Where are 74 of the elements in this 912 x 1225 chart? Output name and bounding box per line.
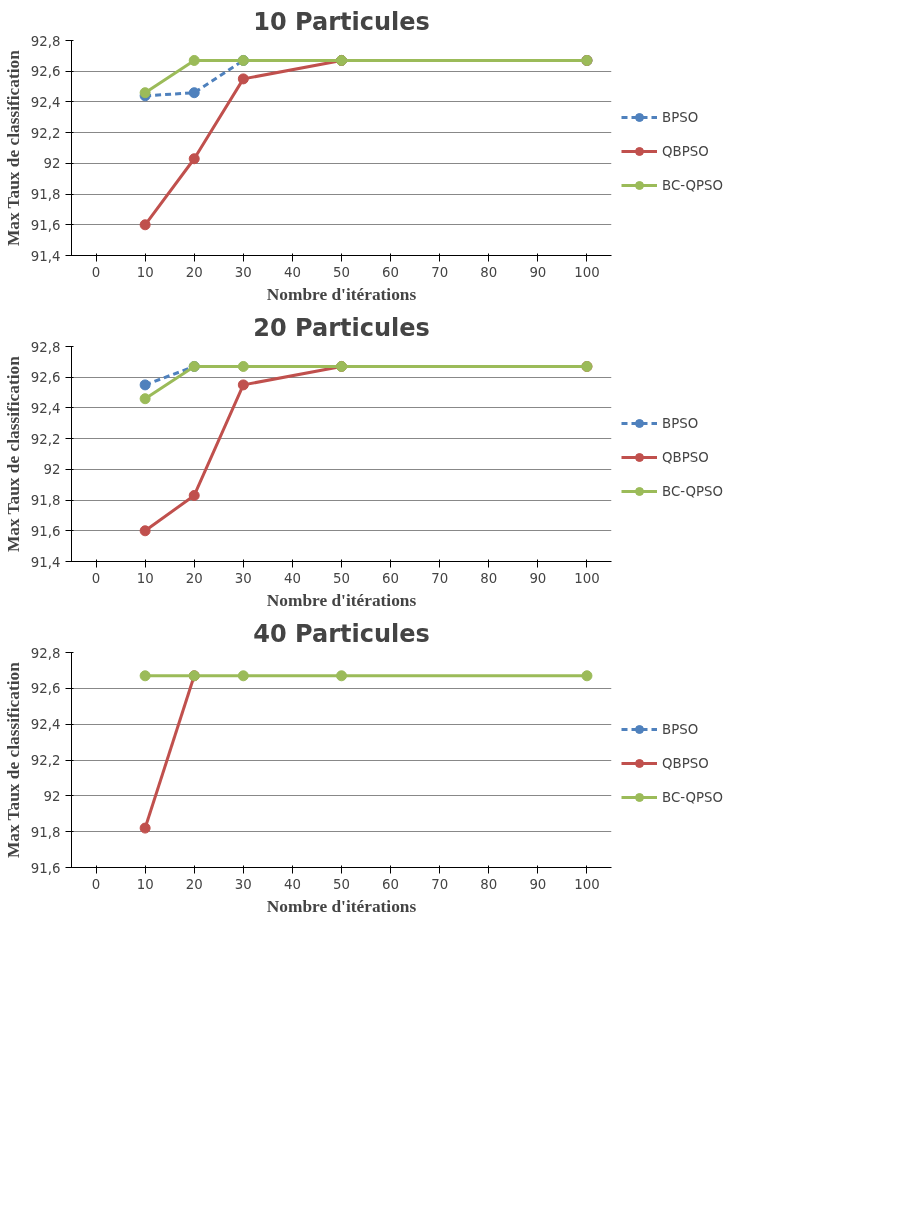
x-tick-label: 10: [136, 570, 154, 586]
x-tick-label: 100: [574, 570, 600, 586]
y-tick-label: 92,2: [30, 125, 61, 141]
x-tick-label: 10: [136, 876, 154, 892]
x-tick-label: 100: [574, 876, 600, 892]
y-tick-label: 92,8: [30, 339, 61, 355]
y-tick-label: 92,6: [30, 681, 61, 697]
x-tick-label: 10: [136, 264, 154, 280]
y-tick-label: 92,4: [30, 94, 61, 110]
y-tick-label: 92: [43, 788, 61, 804]
x-tick-label: 0: [91, 570, 101, 586]
x-axis-title: Nombre d'itérations: [266, 284, 417, 304]
y-axis-title: Max Taux de classification: [3, 49, 23, 247]
y-tick-label: 91,8: [30, 824, 61, 840]
chart-title: 40 Particules: [253, 619, 430, 648]
y-tick-label: 91,4: [30, 248, 61, 264]
x-tick-label: 30: [234, 876, 252, 892]
x-tick-label: 50: [333, 876, 350, 892]
y-tick-label: 92,6: [30, 370, 61, 386]
x-tick-label: 50: [333, 570, 350, 586]
y-tick-label: 92,2: [30, 753, 61, 768]
y-tick-label: 92,4: [30, 400, 61, 416]
x-tick-label: 90: [529, 570, 547, 586]
legend-label: BPSO: [662, 721, 699, 737]
x-tick-label: 80: [480, 570, 498, 586]
x-axis-title: Nombre d'itérations: [266, 590, 417, 610]
legend-label: BC-QPSO: [662, 789, 723, 805]
x-tick-label: 40: [283, 876, 301, 892]
x-tick-label: 20: [185, 876, 203, 892]
x-tick-label: 70: [431, 876, 449, 892]
x-tick-label: 60: [382, 570, 400, 586]
y-tick-label: 92,4: [30, 717, 61, 733]
y-axis-title: Max Taux de classification: [3, 355, 23, 553]
y-tick-label: 92: [43, 462, 61, 478]
x-tick-label: 20: [185, 570, 203, 586]
chart-title: 20 Particules: [253, 313, 430, 342]
y-tick-label: 92,8: [30, 645, 61, 661]
x-tick-label: 50: [333, 264, 350, 280]
y-tick-label: 91,6: [30, 217, 61, 233]
x-tick-label: 0: [91, 876, 101, 892]
legend-label: QBPSO: [662, 143, 709, 159]
legend-label: BC-QPSO: [662, 483, 723, 499]
y-axis-title: Max Taux de classification: [3, 661, 23, 859]
y-tick-label: 92: [43, 156, 61, 172]
x-tick-label: 20: [185, 264, 203, 280]
x-tick-label: 70: [431, 570, 449, 586]
x-tick-label: 100: [574, 264, 600, 280]
legend-label: BPSO: [662, 109, 699, 125]
y-tick-label: 91,8: [30, 187, 61, 203]
x-tick-label: 90: [529, 876, 547, 892]
y-tick-label: 91,4: [30, 554, 61, 570]
x-tick-label: 30: [234, 570, 252, 586]
y-tick-label: 92,8: [30, 33, 61, 49]
x-tick-label: 40: [283, 264, 301, 280]
chart-title: 10 Particules: [253, 7, 430, 36]
x-tick-label: 80: [480, 264, 498, 280]
x-tick-label: 80: [480, 876, 498, 892]
legend-label: BPSO: [662, 415, 699, 431]
legend-label: QBPSO: [662, 449, 709, 465]
x-tick-label: 30: [234, 264, 252, 280]
y-tick-label: 92,2: [30, 431, 61, 447]
x-axis-title: Nombre d'itérations: [266, 896, 417, 916]
legend-label: QBPSO: [662, 755, 709, 771]
legend-label: BC-QPSO: [662, 177, 723, 193]
y-tick-label: 92,6: [30, 64, 61, 80]
x-tick-label: 0: [91, 264, 101, 280]
y-tick-label: 91,8: [30, 493, 61, 509]
y-tick-label: 91,6: [30, 523, 61, 539]
x-tick-label: 90: [529, 264, 547, 280]
x-tick-label: 60: [382, 876, 400, 892]
x-tick-label: 70: [431, 264, 449, 280]
y-tick-label: 91,6: [30, 860, 61, 876]
x-tick-label: 60: [382, 264, 400, 280]
x-tick-label: 40: [283, 570, 301, 586]
